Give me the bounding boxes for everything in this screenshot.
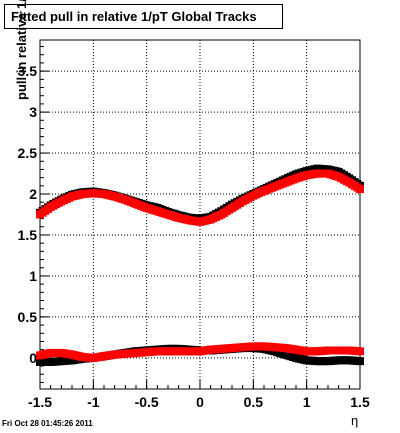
y-tick-label: 3 <box>29 104 37 120</box>
x-tick-label: -0.5 <box>135 394 159 410</box>
y-tick-label: 1.5 <box>18 227 38 243</box>
x-tick-label: -1 <box>87 394 100 410</box>
data-point <box>356 347 364 356</box>
x-tick-label: -1.5 <box>28 394 52 410</box>
tick-labels: -1.5 -1 -0.5 0 0.5 1 1.5 0 0.5 1 1.5 2 2.5 3 3.5 <box>18 63 370 410</box>
y-tick-label: 1 <box>29 268 37 284</box>
data-point <box>356 185 364 194</box>
y-axis-label: pull in relative 1/pT <box>14 0 29 100</box>
y-tick-label: 2.5 <box>18 145 38 161</box>
chart-title: Fitted pull in relative 1/pT Global Trac… <box>4 4 283 29</box>
x-tick-label: 0 <box>196 394 204 410</box>
y-tick-label: 0.5 <box>18 309 38 325</box>
y-tick-label: 0 <box>29 350 37 366</box>
data-point <box>356 357 364 366</box>
x-axis-label: η <box>351 413 359 428</box>
x-tick-label: 0.5 <box>244 394 264 410</box>
y-tick-label: 3.5 <box>18 63 38 79</box>
timestamp-footer: Fri Oct 28 01:45:26 2011 <box>2 419 93 428</box>
y-tick-label: 2 <box>29 186 37 202</box>
data-points <box>36 164 364 366</box>
x-tick-label: 1 <box>303 394 311 410</box>
x-tick-label: 1.5 <box>350 394 370 410</box>
